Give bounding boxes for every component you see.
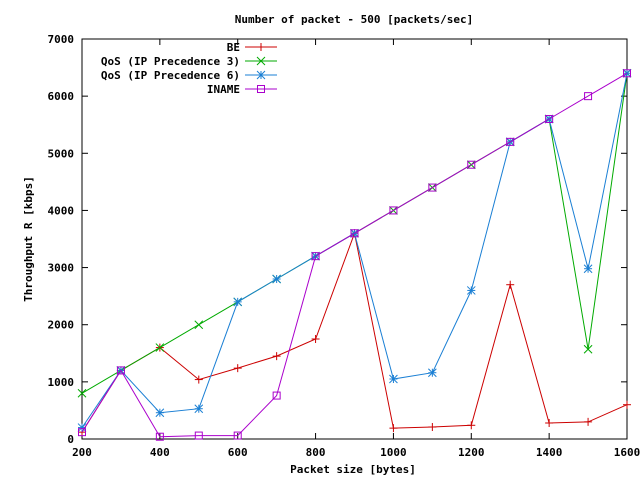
data-point-be (428, 423, 437, 431)
data-point-iname (78, 428, 86, 437)
data-point-be (623, 400, 631, 409)
x-tick-label: 1400 (536, 446, 563, 459)
data-point-iname (545, 115, 554, 123)
x-axis-label: Packet size [bytes] (290, 463, 416, 476)
data-point-be (311, 335, 320, 343)
y-tick-label: 5000 (48, 147, 75, 160)
legend-marker-qos-ip-precedence-6 (256, 70, 266, 80)
data-point-qos-ip-precedence-3 (194, 320, 204, 330)
legend-label-qos-ip-precedence-6: QoS (IP Precedence 6) (101, 69, 240, 82)
y-axis-label: Throughput R [kbps] (22, 176, 35, 302)
data-point-be (545, 419, 554, 427)
x-tick-label: 600 (228, 446, 248, 459)
data-point-be (194, 375, 203, 384)
series-iname (78, 69, 631, 441)
x-tick-label: 400 (150, 446, 170, 459)
data-point-iname (272, 391, 281, 400)
series-be (78, 229, 631, 437)
series-line-iname (81, 72, 628, 438)
series-line-be (81, 231, 628, 433)
legend-marker-be (257, 43, 265, 51)
legend-marker-qos-ip-precedence-3 (256, 56, 266, 66)
data-point-be (584, 417, 593, 426)
y-tick-label: 7000 (48, 33, 75, 46)
x-tick-label: 1600 (614, 446, 640, 459)
y-tick-label: 0 (67, 433, 74, 446)
x-tick-label: 1200 (458, 446, 485, 459)
data-point-qos-ip-precedence-6 (155, 408, 165, 418)
x-tick-label: 200 (72, 446, 92, 459)
data-point-qos-ip-precedence-6 (466, 286, 476, 295)
data-point-be (467, 421, 476, 430)
y-tick-label: 1000 (48, 376, 75, 389)
series-qos-ip-precedence-6 (77, 68, 632, 432)
chart-title: Number of packet - 500 [packets/sec] (235, 13, 473, 26)
legend-label-iname: INAME (207, 83, 240, 96)
data-point-be (233, 364, 242, 373)
axes: 200 400 600 800 1000 1200 1400 1600 0 1000 2000 300… (48, 33, 640, 459)
data-point-iname (194, 431, 203, 440)
legend-label-qos-ip-precedence-3: QoS (IP Precedence 3) (101, 55, 240, 68)
data-point-be (389, 424, 398, 433)
data-point-qos-ip-precedence-3 (583, 344, 593, 354)
data-point-qos-ip-precedence-6 (428, 368, 437, 378)
data-point-be (506, 280, 515, 289)
data-point-qos-ip-precedence-6 (233, 297, 243, 307)
data-point-iname (233, 431, 242, 440)
data-point-iname (389, 206, 398, 215)
y-tick-label: 2000 (48, 319, 75, 332)
data-point-iname (116, 366, 125, 375)
data-point-iname (155, 432, 164, 441)
data-point-iname (584, 92, 593, 101)
data-point-qos-ip-precedence-6 (272, 274, 281, 284)
series-layer (77, 68, 632, 441)
y-tick-label: 6000 (48, 90, 75, 103)
data-point-iname (506, 137, 515, 146)
data-point-be (272, 352, 281, 361)
data-point-iname (467, 160, 476, 169)
data-point-qos-ip-precedence-6 (622, 68, 632, 78)
data-point-qos-ip-precedence-3 (77, 388, 87, 398)
x-tick-label: 800 (306, 446, 326, 459)
data-point-qos-ip-precedence-3 (155, 343, 165, 352)
data-point-qos-ip-precedence-6 (77, 423, 87, 432)
data-point-iname (311, 252, 320, 261)
y-tick-label: 3000 (48, 262, 75, 275)
data-point-iname (350, 229, 359, 238)
data-point-iname (428, 183, 437, 192)
y-tick-label: 4000 (48, 204, 75, 217)
x-tick-label: 1000 (380, 446, 407, 459)
plot-frame (81, 38, 628, 440)
data-point-iname (623, 69, 631, 78)
data-point-qos-ip-precedence-6 (389, 374, 398, 384)
legend-label-be: BE (227, 41, 240, 54)
data-point-qos-ip-precedence-6 (194, 404, 204, 414)
series-line-qos-ip-precedence-6 (81, 73, 628, 428)
legend-marker-iname (257, 85, 265, 93)
data-point-qos-ip-precedence-6 (583, 264, 593, 274)
